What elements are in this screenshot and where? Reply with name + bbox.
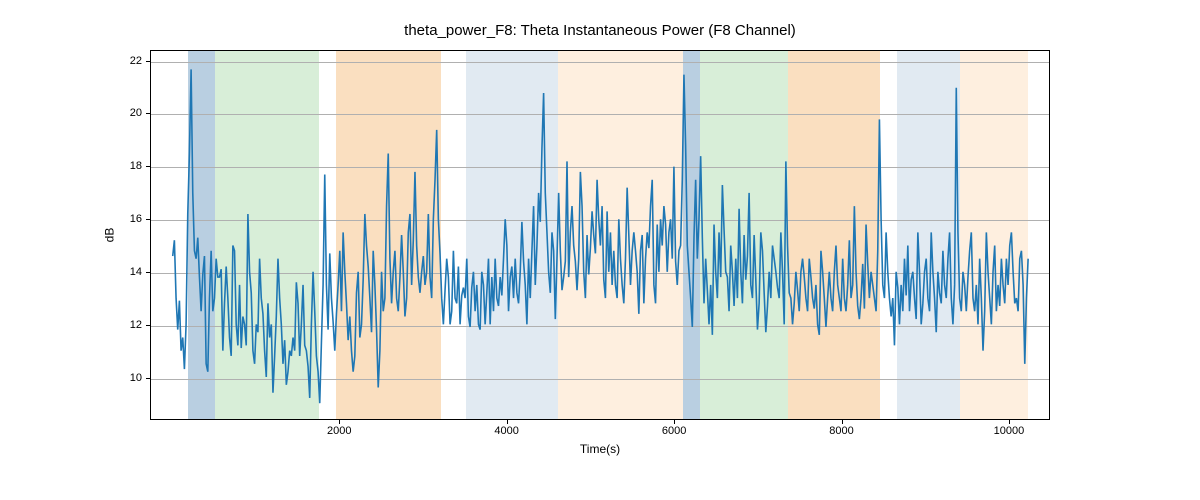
plot-area — [150, 50, 1050, 420]
chart-title: theta_power_F8: Theta Instantaneous Powe… — [0, 22, 1200, 39]
x-axis-label: Time(s) — [580, 442, 620, 456]
ytick-label: 14 — [102, 266, 142, 278]
ytick — [146, 325, 150, 326]
xtick-label: 10000 — [994, 425, 1025, 437]
ytick-label: 12 — [102, 319, 142, 331]
y-axis-label: dB — [102, 228, 116, 243]
ytick-label: 16 — [102, 213, 142, 225]
xtick-label: 8000 — [829, 425, 853, 437]
ytick — [146, 219, 150, 220]
axes: 10121416182022 200040006000800010000 dB … — [150, 50, 1050, 420]
xtick-label: 2000 — [327, 425, 351, 437]
ytick — [146, 166, 150, 167]
xtick — [842, 420, 843, 424]
xtick — [674, 420, 675, 424]
ytick — [146, 61, 150, 62]
ytick — [146, 272, 150, 273]
xtick — [1009, 420, 1010, 424]
xtick-label: 4000 — [494, 425, 518, 437]
ytick-label: 10 — [102, 372, 142, 384]
ytick-label: 22 — [102, 55, 142, 67]
ytick — [146, 113, 150, 114]
line-series — [151, 51, 1049, 419]
xtick — [339, 420, 340, 424]
ytick-label: 18 — [102, 160, 142, 172]
figure: theta_power_F8: Theta Instantaneous Powe… — [0, 0, 1200, 500]
ytick-label: 20 — [102, 107, 142, 119]
xtick-label: 6000 — [662, 425, 686, 437]
ytick — [146, 378, 150, 379]
xtick — [507, 420, 508, 424]
